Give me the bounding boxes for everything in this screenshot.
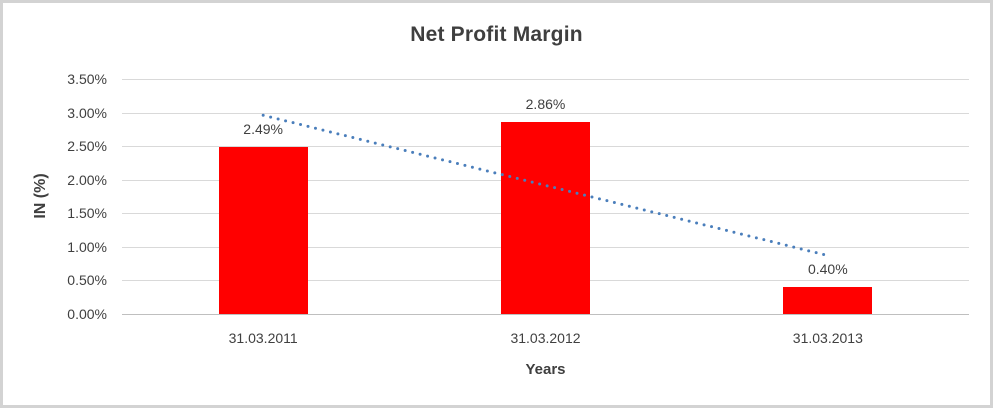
y-tick-label: 0.00% [67, 306, 107, 322]
x-axis-line [122, 314, 969, 315]
x-tick-label: 31.03.2011 [228, 330, 298, 346]
bar [783, 287, 873, 314]
bar-data-label: 2.49% [243, 120, 283, 137]
trendline [261, 113, 830, 258]
x-axis-tick-labels: 31.03.2011 31.03.2012 31.03.2013 [122, 330, 969, 348]
x-tick-label: 31.03.2012 [510, 330, 581, 346]
y-tick-label: 1.00% [67, 238, 107, 255]
y-tick-label: 2.50% [67, 138, 107, 155]
chart-title: Net Profit Margin [410, 23, 583, 46]
bar [218, 146, 308, 314]
y-tick-label: 2.00% [67, 171, 107, 188]
data-labels-layer: 2.49% 2.86% 0.40% [122, 79, 969, 314]
bar-data-label: 2.86% [525, 95, 566, 112]
y-tick-label: 3.50% [67, 71, 107, 87]
bar [501, 121, 590, 314]
y-axis-tick-labels: 3.50% 3.00% 2.50% 2.00% 1.50% 1.00% 0.50% 0.00% [3, 71, 107, 322]
gridline [122, 79, 969, 80]
bars-layer [122, 79, 969, 314]
plot-area: 2.49% 2.86% 0.40% [122, 79, 969, 315]
trendline-layer [261, 113, 830, 258]
x-tick-label: 31.03.2013 [792, 330, 863, 346]
y-tick-label: 0.50% [67, 272, 107, 289]
gridline [122, 112, 969, 114]
y-tick-label: 1.50% [67, 205, 107, 222]
bar-data-label: 0.40% [807, 261, 848, 278]
x-axis-title: Years [525, 361, 566, 378]
y-tick-label: 3.00% [67, 104, 107, 121]
